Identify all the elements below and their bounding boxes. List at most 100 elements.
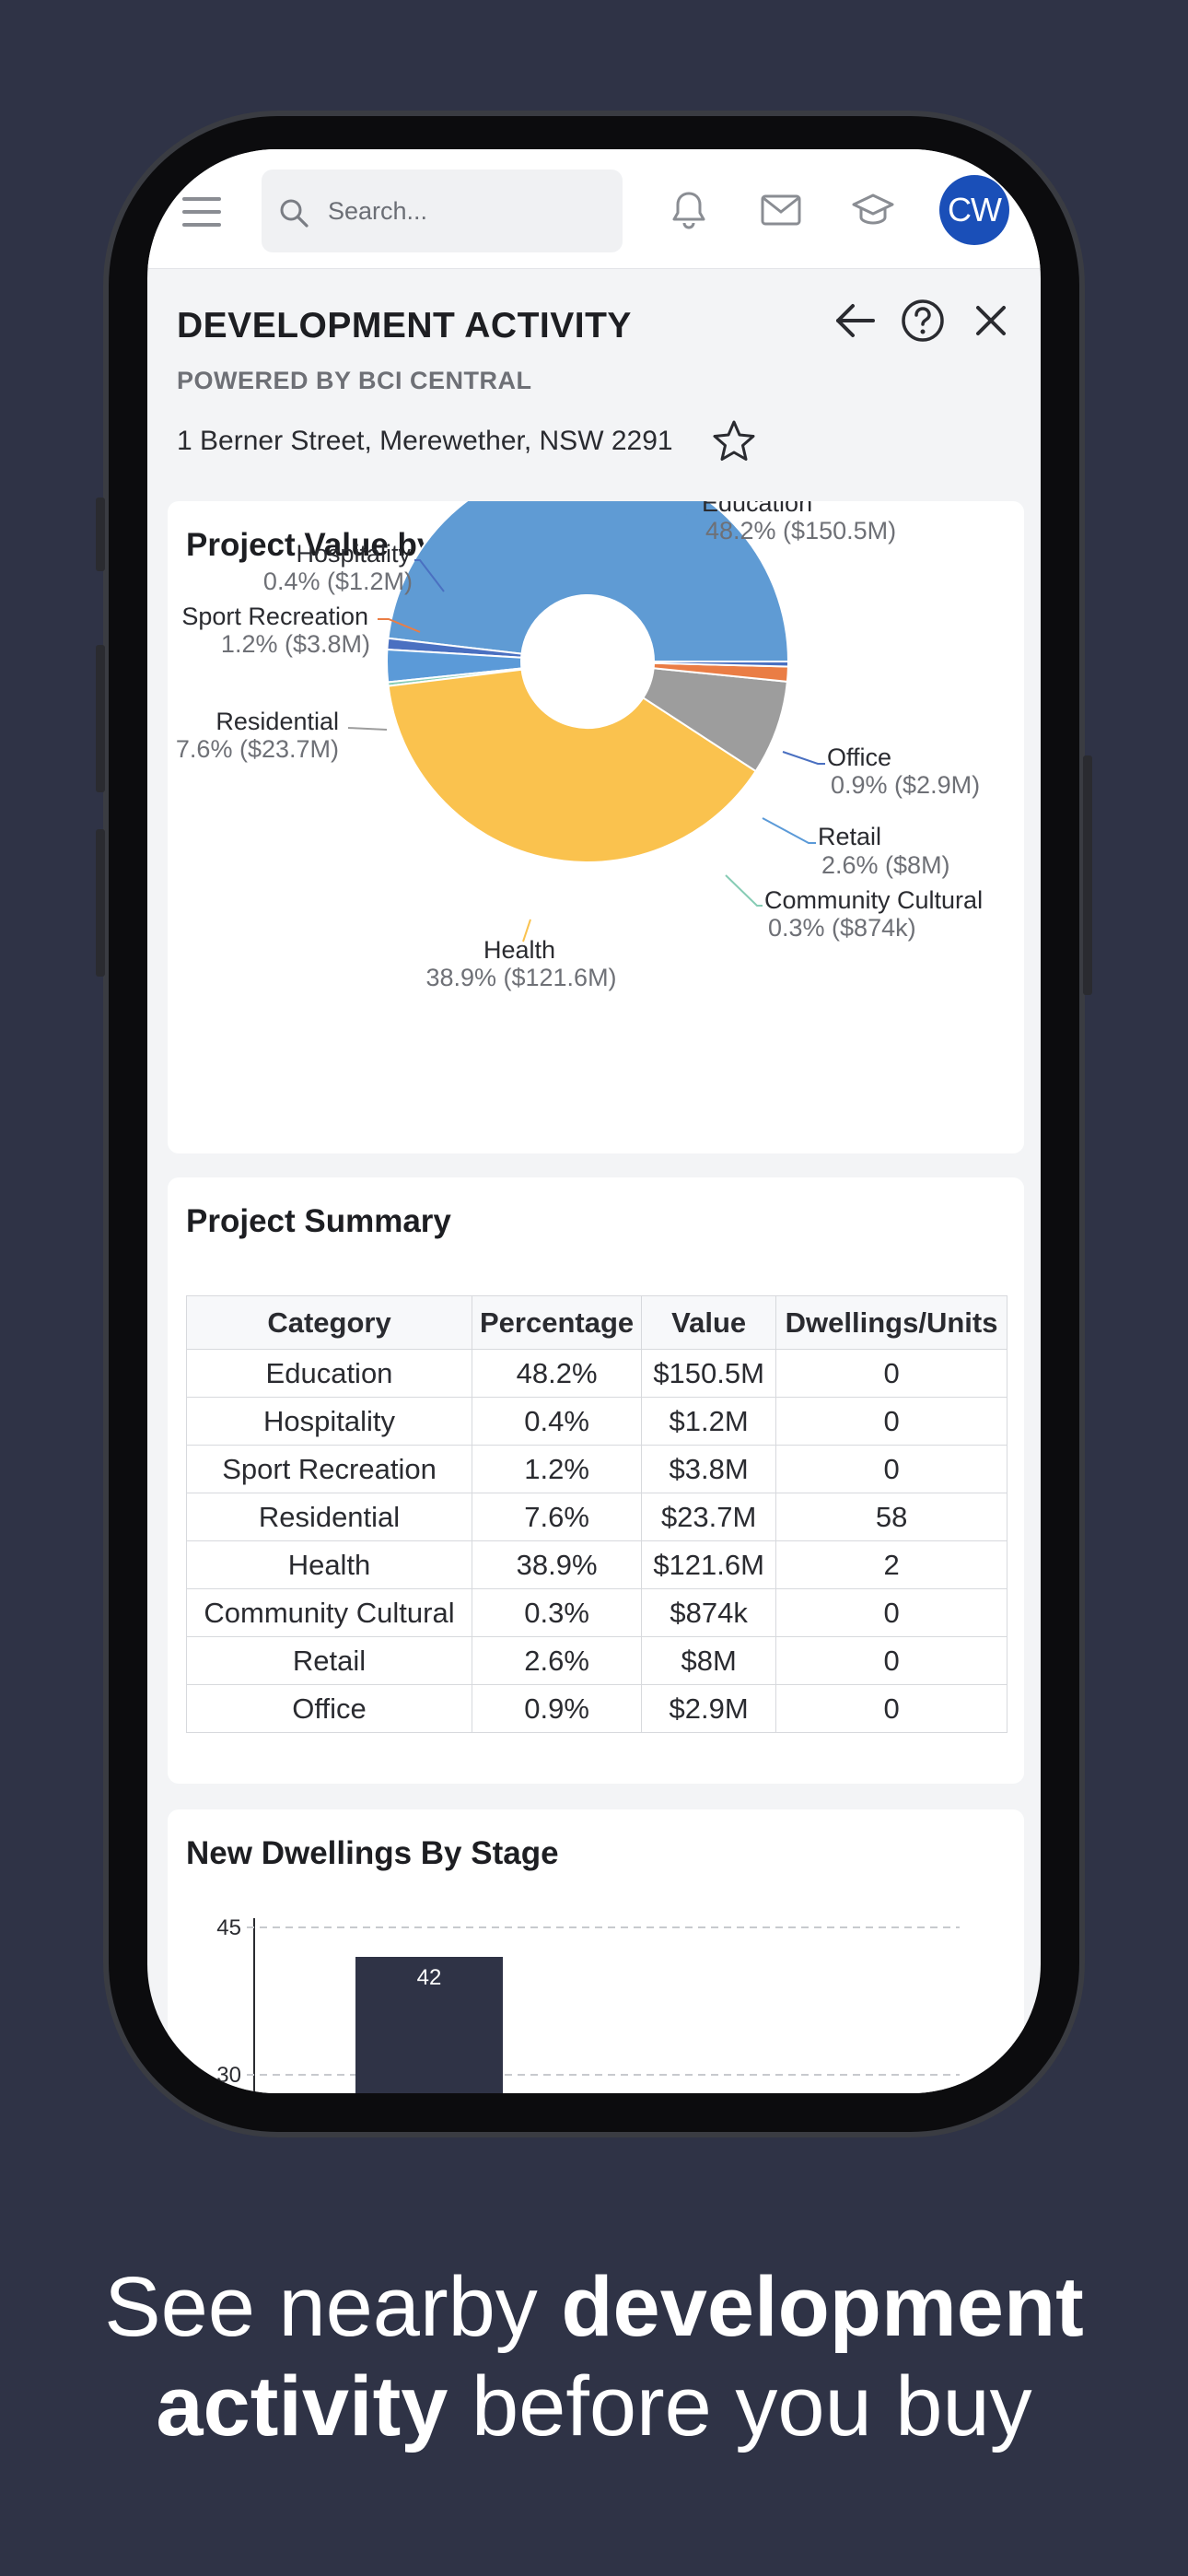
- table-cell: 1.2%: [471, 1445, 643, 1493]
- table-cell: 0: [775, 1349, 1007, 1398]
- pie-slice[interactable]: [652, 661, 790, 668]
- table-cell: Education: [186, 1349, 472, 1398]
- table-cell: 0: [775, 1588, 1007, 1637]
- page-title: DEVELOPMENT ACTIVITY: [177, 306, 632, 345]
- table-row: Community Cultural 0.3% $874k 0: [186, 1588, 1007, 1637]
- pie-value-label: 2.6% ($8M): [821, 851, 950, 879]
- table-row: Sport Recreation 1.2% $3.8M 0: [186, 1445, 1007, 1493]
- pie-leader-line: [414, 559, 445, 592]
- y-tick-label: 30: [216, 2063, 241, 2088]
- column-header: Category: [186, 1295, 472, 1350]
- phone-volume-down-button: [96, 829, 105, 977]
- help-icon[interactable]: [899, 297, 947, 345]
- pie-value-label: 7.6% ($23.7M): [176, 735, 339, 763]
- back-arrow-icon[interactable]: [831, 297, 879, 345]
- new-dwellings-card: New Dwellings By Stage 45 30 42: [168, 1809, 1024, 2093]
- bar-card-title: New Dwellings By Stage: [186, 1835, 559, 1871]
- pie-value-label: 48.2% ($150.5M): [705, 517, 896, 544]
- tagline-bold-text: development: [561, 2260, 1084, 2354]
- table-cell: Office: [186, 1684, 472, 1733]
- tagline-bold-text: activity: [156, 2359, 448, 2453]
- pie-value-label: 0.9% ($2.9M): [831, 771, 980, 799]
- pie-category-label: Retail: [818, 823, 881, 850]
- app-top-bar: Search... CW: [147, 149, 1041, 269]
- pie-category-label: Community Cultural: [764, 886, 983, 914]
- column-header: Dwellings/Units: [775, 1295, 1007, 1350]
- pie-category-label: Hospitality: [296, 540, 411, 568]
- bar[interactable]: [355, 1957, 503, 2093]
- project-value-card: Project Value by Category Education 48.2%…: [168, 501, 1024, 1153]
- search-box[interactable]: Search...: [262, 170, 623, 252]
- table-cell: 48.2%: [471, 1349, 643, 1398]
- table-cell: 2: [775, 1540, 1007, 1589]
- table-cell: $8M: [641, 1636, 777, 1685]
- y-tick-label: 45: [216, 1915, 241, 1940]
- phone-power-button: [1083, 755, 1092, 995]
- table-cell: 38.9%: [471, 1540, 643, 1589]
- table-cell: 0.4%: [471, 1397, 643, 1446]
- table-cell: 0: [775, 1397, 1007, 1446]
- column-header: Value: [641, 1295, 777, 1350]
- table-cell: 58: [775, 1493, 1007, 1541]
- table-row: Retail 2.6% $8M 0: [186, 1636, 1007, 1685]
- table-cell: Sport Recreation: [186, 1445, 472, 1493]
- table-cell: 2.6%: [471, 1636, 643, 1685]
- pie-leader-line: [782, 751, 825, 765]
- table-header-row: Category Percentage Value Dwellings/Unit…: [186, 1295, 1007, 1350]
- table-cell: $874k: [641, 1588, 777, 1637]
- pie-leader-line: [725, 874, 763, 907]
- pie-category-label: Sport Recreation: [181, 603, 368, 630]
- pie-value-label: 38.9% ($121.6M): [425, 964, 616, 991]
- menu-icon[interactable]: [182, 197, 221, 227]
- table-cell: $23.7M: [641, 1493, 777, 1541]
- pie-leader-line: [522, 919, 531, 943]
- table-cell: 0: [775, 1636, 1007, 1685]
- star-icon[interactable]: [711, 418, 757, 464]
- project-summary-card: Project Summary Category Percentage Valu…: [168, 1177, 1024, 1784]
- table-cell: 0.3%: [471, 1588, 643, 1637]
- close-icon[interactable]: [967, 297, 1015, 345]
- table-cell: 7.6%: [471, 1493, 643, 1541]
- pie-leader-line: [762, 817, 816, 844]
- summary-card-title: Project Summary: [186, 1203, 451, 1239]
- search-input[interactable]: Search...: [328, 197, 428, 225]
- pie-slice[interactable]: [387, 501, 790, 662]
- table-row: Hospitality 0.4% $1.2M 0: [186, 1397, 1007, 1446]
- pie-value-label: 0.4% ($1.2M): [263, 568, 413, 595]
- pie-value-label: 0.3% ($874k): [768, 914, 916, 942]
- pie-leader-line: [677, 506, 700, 543]
- powered-by-label: POWERED BY BCI CENTRAL: [177, 367, 532, 394]
- pie-slice[interactable]: [387, 668, 758, 863]
- tagline-text: See nearby: [104, 2260, 562, 2354]
- table-cell: Residential: [186, 1493, 472, 1541]
- column-header: Percentage: [471, 1295, 643, 1350]
- table-cell: $150.5M: [641, 1349, 777, 1398]
- phone-mute-switch: [96, 498, 105, 571]
- avatar[interactable]: CW: [939, 175, 1009, 245]
- phone-volume-up-button: [96, 645, 105, 792]
- mail-icon[interactable]: [759, 188, 803, 232]
- table-row: Residential 7.6% $23.7M 58: [186, 1493, 1007, 1541]
- table-row: Office 0.9% $2.9M 0: [186, 1684, 1007, 1733]
- new-dwellings-bar-chart: 45 30 42: [216, 1915, 960, 2093]
- table-cell: 0.9%: [471, 1684, 643, 1733]
- marketing-tagline: See nearby development activity before y…: [0, 2257, 1188, 2456]
- table-cell: $121.6M: [641, 1540, 777, 1589]
- pie-leader-line: [378, 618, 421, 633]
- table-cell: Health: [186, 1540, 472, 1589]
- table-cell: $2.9M: [641, 1684, 777, 1733]
- table-cell: Retail: [186, 1636, 472, 1685]
- search-icon: [280, 199, 309, 228]
- table-cell: 0: [775, 1684, 1007, 1733]
- table-cell: Hospitality: [186, 1397, 472, 1446]
- tagline-text: before you buy: [448, 2359, 1032, 2453]
- pie-value-label: 1.2% ($3.8M): [221, 630, 370, 658]
- table-cell: Community Cultural: [186, 1588, 472, 1637]
- bell-icon[interactable]: [667, 188, 711, 232]
- pie-category-label: Residential: [215, 708, 339, 735]
- bar-value-label: 42: [417, 1965, 442, 1990]
- table-row: Health 38.9% $121.6M 2: [186, 1540, 1007, 1589]
- graduation-cap-icon[interactable]: [851, 188, 895, 232]
- pie-category-label: Office: [827, 744, 891, 771]
